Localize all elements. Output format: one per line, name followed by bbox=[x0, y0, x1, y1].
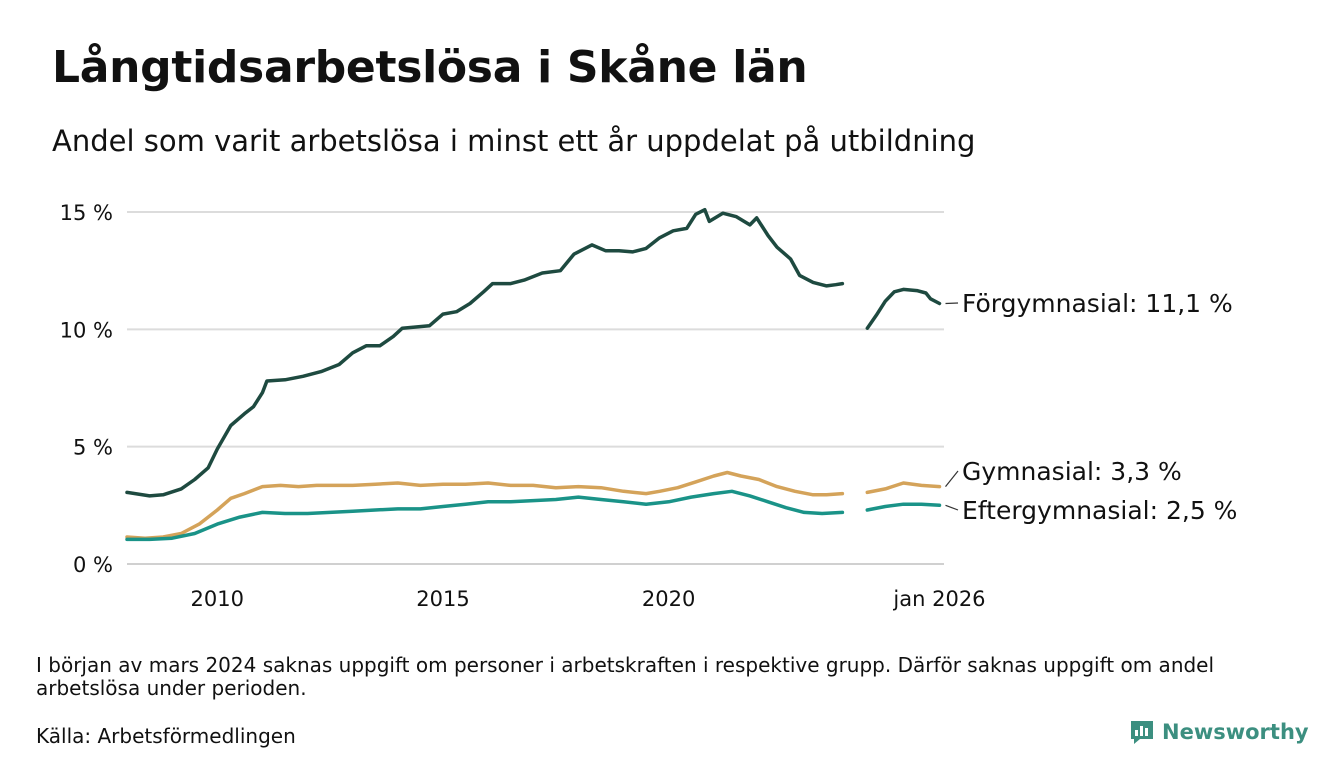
y-tick-label: 10 % bbox=[60, 318, 113, 342]
x-tick-label: 2020 bbox=[642, 587, 695, 611]
series-line-förgymnasial bbox=[125, 207, 942, 498]
series-line-eftergymnasial bbox=[125, 489, 942, 542]
x-tick-label: jan 2026 bbox=[892, 587, 985, 611]
brand-name: Newsworthy bbox=[1162, 720, 1309, 744]
leader-line bbox=[945, 302, 959, 305]
brand-logo[interactable]: Newsworthy bbox=[1128, 716, 1309, 748]
leader-line bbox=[945, 470, 959, 487]
footnote: I början av mars 2024 saknas uppgift om … bbox=[36, 653, 1215, 700]
series-label-gymnasial: Gymnasial: 3,3 % bbox=[962, 457, 1182, 486]
source-text: Källa: Arbetsförmedlingen bbox=[36, 724, 296, 748]
y-tick-label: 15 % bbox=[60, 201, 113, 225]
chart-subtitle: Andel som varit arbetslösa i minst ett å… bbox=[52, 124, 976, 158]
series-line-gymnasial bbox=[125, 470, 942, 540]
leader-line bbox=[945, 504, 959, 511]
y-tick-label: 0 % bbox=[73, 553, 113, 577]
y-tick-label: 5 % bbox=[73, 436, 113, 460]
x-tick-label: 2010 bbox=[191, 587, 244, 611]
chart-title: Långtidsarbetslösa i Skåne län bbox=[52, 42, 808, 93]
x-tick-label: 2015 bbox=[416, 587, 469, 611]
series-label-förgymnasial: Förgymnasial: 11,1 % bbox=[962, 289, 1233, 318]
newsworthy-logo-icon bbox=[1131, 721, 1153, 744]
line-chart: 0 % 5 % 10 % 15 % 2010 2015 2020 jan 2026 Förg… bbox=[60, 201, 1238, 611]
series-label-eftergymnasial: Eftergymnasial: 2,5 % bbox=[962, 496, 1237, 525]
